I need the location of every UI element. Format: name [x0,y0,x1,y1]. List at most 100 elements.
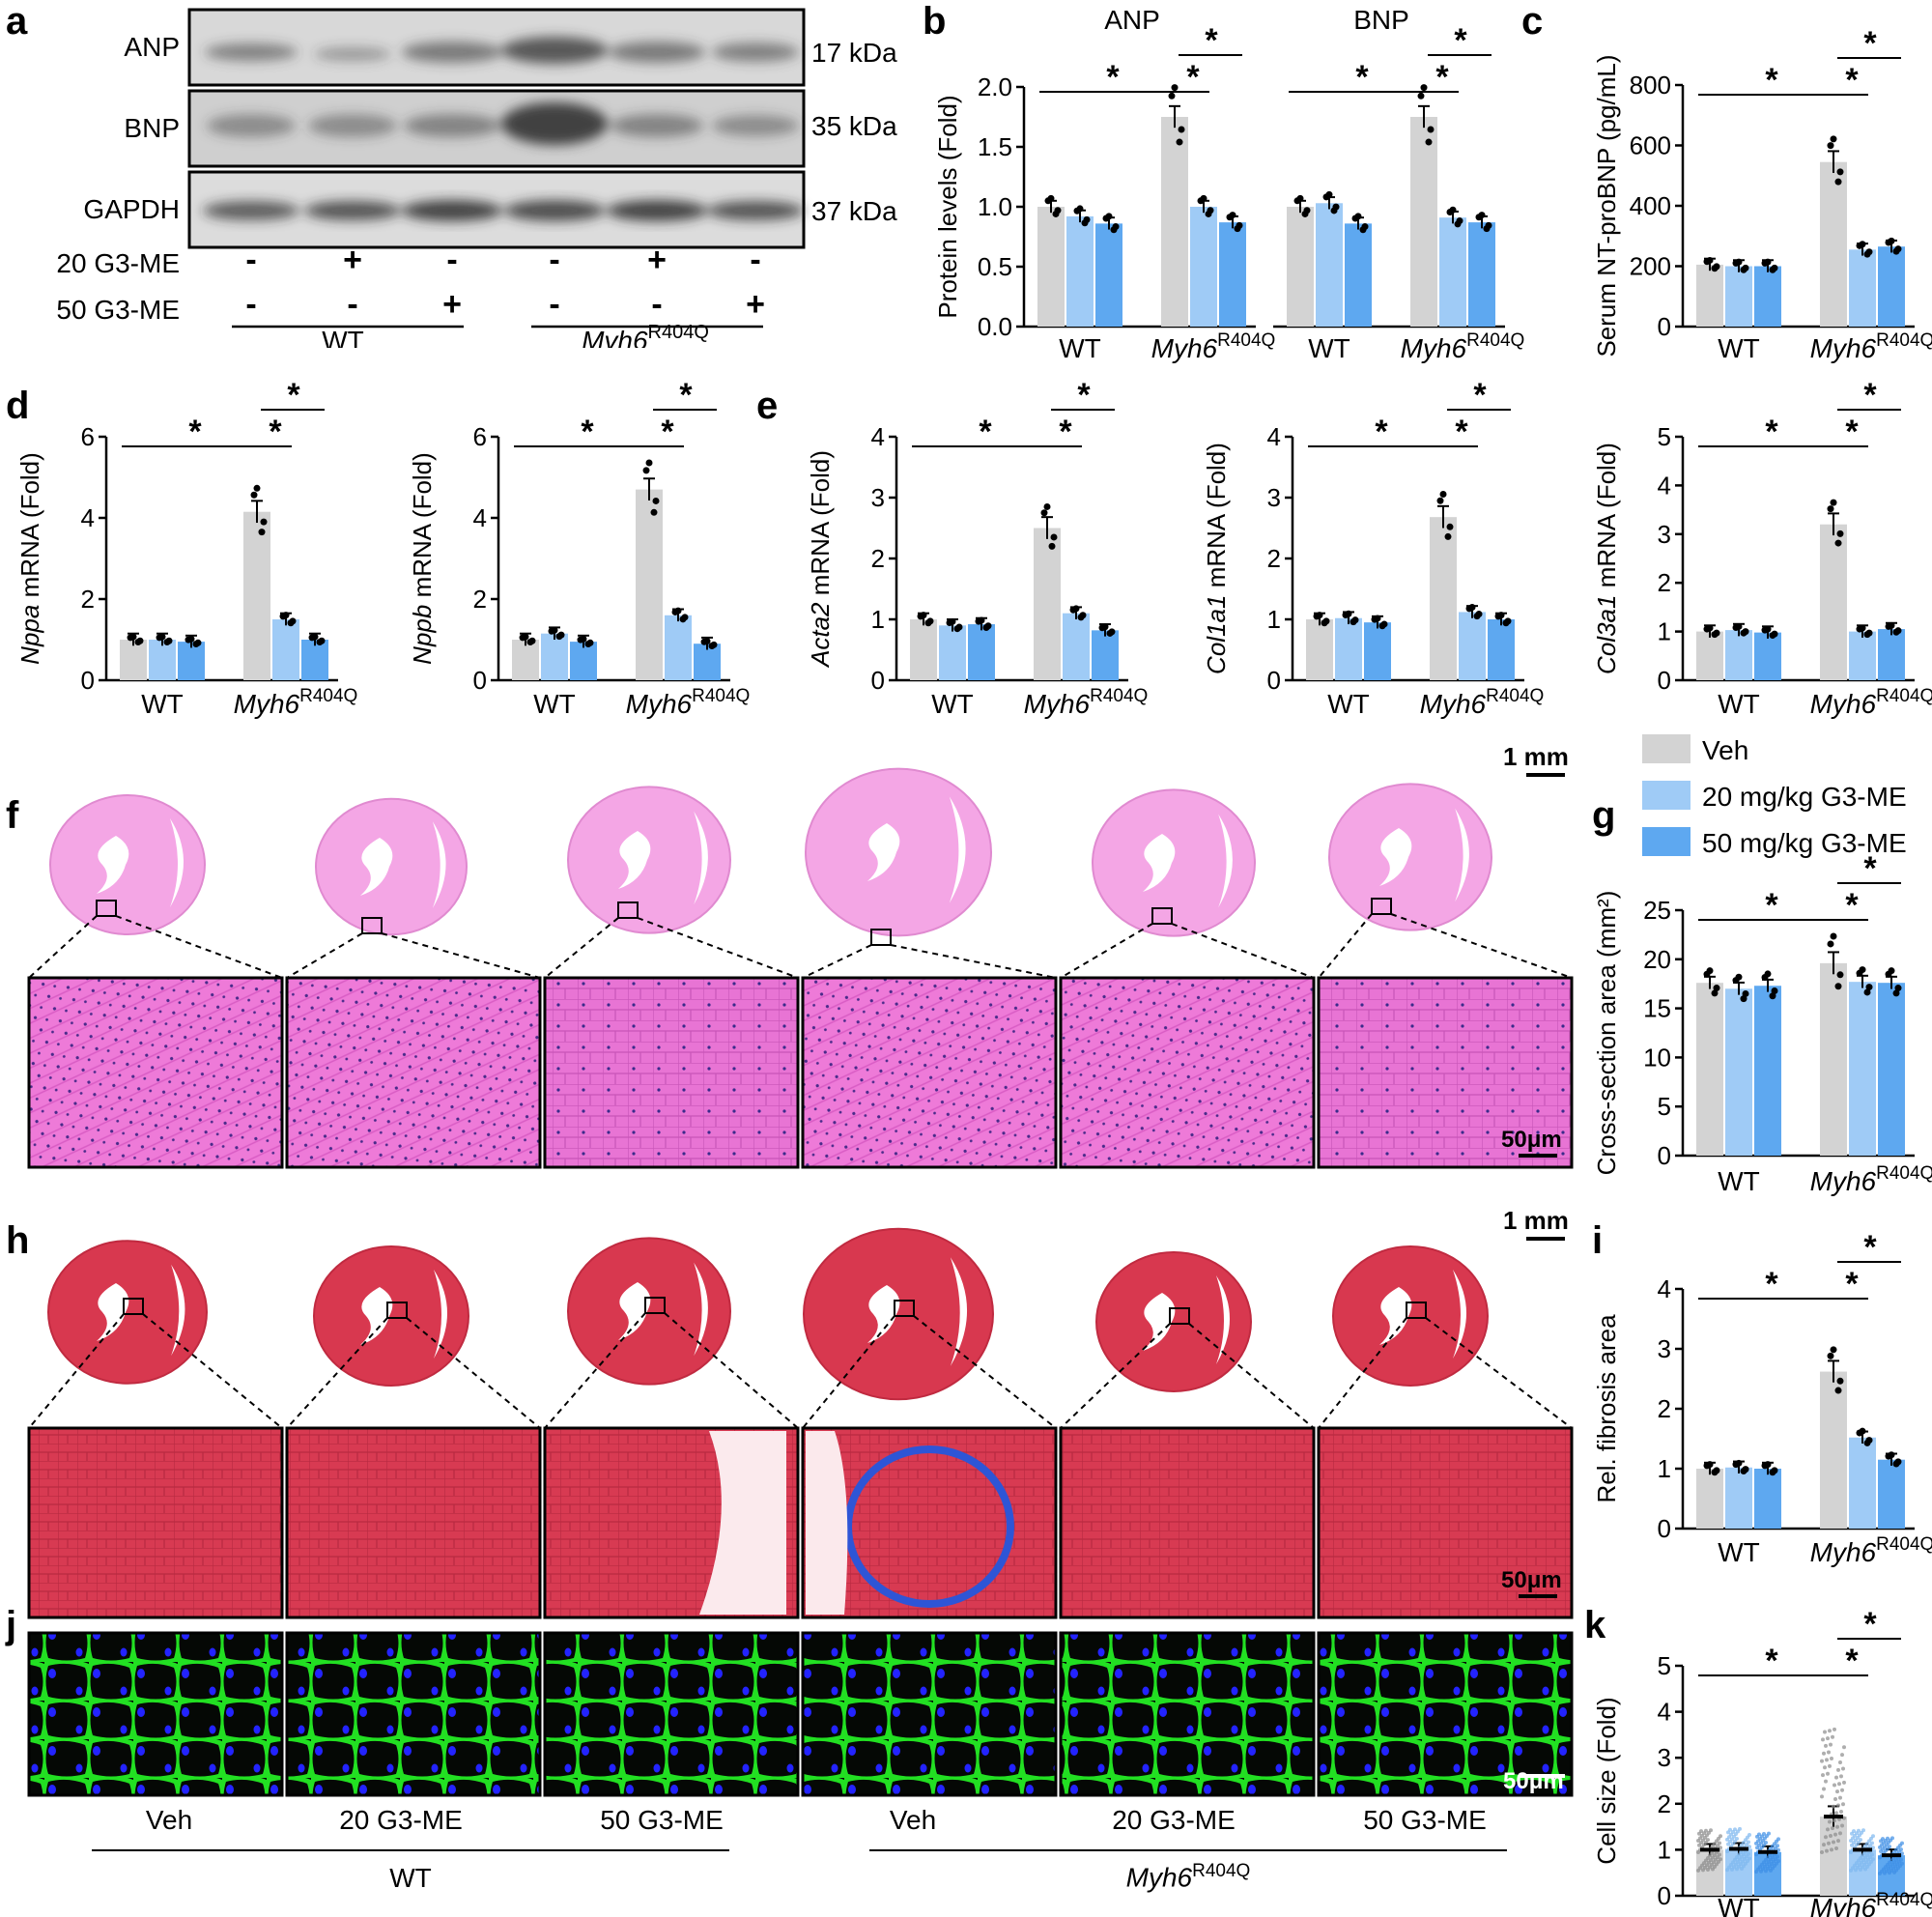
zoom-guide [802,1315,895,1429]
data-point [1827,1841,1831,1845]
x-category-label: Myh6R404Q [1810,1163,1932,1196]
data-point [1825,1848,1829,1853]
bar [1696,631,1723,680]
x-category-label: Myh6R404Q [626,686,751,719]
data-point [1834,178,1842,186]
data-point [1833,1832,1837,1837]
data-point [1296,194,1304,202]
y-tick-label: 800 [1630,71,1671,100]
roi-box [644,1297,666,1314]
y-axis-label: Nppa mRNA (Fold) [15,452,44,665]
sig-star: * [269,414,282,450]
data-point [1830,1346,1837,1354]
data-point [1072,605,1080,613]
data-point [1840,1788,1844,1792]
data-point [1176,138,1183,146]
y-tick-label: 4 [81,503,95,532]
data-point [1456,217,1463,225]
data-point [1835,1824,1839,1829]
sig-star: * [1845,62,1859,99]
legend-item-50: 50 mg/kg G3-ME [1642,827,1907,858]
wga-image [1059,1631,1316,1797]
data-point [1857,1828,1861,1833]
data-point [1497,612,1505,619]
data-point [1870,1841,1874,1845]
data-point [1820,1759,1824,1763]
data-point [1728,1827,1732,1832]
y-axis-label: Rel. fibrosis area [1592,1314,1621,1503]
y-tick-label: 0 [1658,1514,1671,1543]
y-tick-label: 10 [1643,1043,1671,1072]
data-point [1735,622,1743,630]
y-tick-label: 4 [473,503,487,532]
treat-sign: - [347,286,357,323]
data-point [1303,207,1311,215]
sig-star: * [1765,887,1778,924]
bar [1820,161,1847,327]
tissue-gap [699,1431,786,1615]
blot-label-bnp: BNP [124,113,180,143]
legend-label-20: 20 mg/kg G3-ME [1702,782,1907,812]
data-point [710,641,718,648]
x-category-label: Myh6R404Q [1810,1534,1932,1567]
data-point [1764,625,1772,633]
sig-star: * [1765,1643,1778,1679]
data-point [1108,628,1116,636]
data-point [1870,1852,1874,1857]
y-tick-label: 3 [1267,483,1281,512]
data-point [1828,1729,1832,1733]
data-point [1829,1833,1833,1838]
bar [1820,962,1847,1156]
blot-kda-bnp: 35 kDa [811,111,897,141]
x-category-label: Myh6R404Q [1420,686,1545,719]
bar [1092,630,1119,680]
zoom-guide [381,932,541,979]
data-point [1833,1818,1836,1823]
treat-sign: - [549,242,559,278]
y-tick-label: 1 [871,605,885,634]
data-point [652,497,660,504]
sig-star: * [1863,850,1877,887]
data-point [1827,505,1834,513]
sig-star: * [1454,22,1467,59]
bar [301,640,328,680]
data-point [1859,241,1866,248]
data-point [1478,212,1486,219]
data-point [984,622,992,630]
data-point [1838,1831,1842,1836]
bar [1849,631,1876,680]
data-point [1821,1737,1825,1742]
data-point [1894,245,1902,253]
data-point [949,617,956,625]
data-point [1841,1802,1845,1807]
y-tick-label: 3 [871,483,885,512]
data-point [1425,138,1433,146]
zoom-guide [1060,1323,1171,1429]
data-point [1076,205,1084,213]
bar [243,511,270,680]
data-point [1354,213,1362,220]
data-point [1713,1467,1720,1474]
x-category-label: WT [931,689,974,719]
legend-item-veh: Veh [1642,734,1748,765]
bar [1095,223,1122,327]
data-point [1200,194,1208,202]
data-point [1836,1839,1840,1844]
y-tick-label: 3 [1658,1334,1671,1363]
y-tick-label: 1 [1267,605,1281,634]
data-point [311,633,319,641]
data-point [1861,1828,1865,1833]
bar [968,624,995,680]
bar [1725,630,1752,680]
y-tick-label: 200 [1630,252,1671,281]
data-point [1836,971,1844,979]
treat-sign: - [245,242,256,278]
data-point [1841,1766,1845,1771]
data-point [1888,1845,1891,1849]
data-point [282,612,290,619]
data-point [1899,1857,1903,1862]
sig-star: * [1863,1606,1877,1643]
